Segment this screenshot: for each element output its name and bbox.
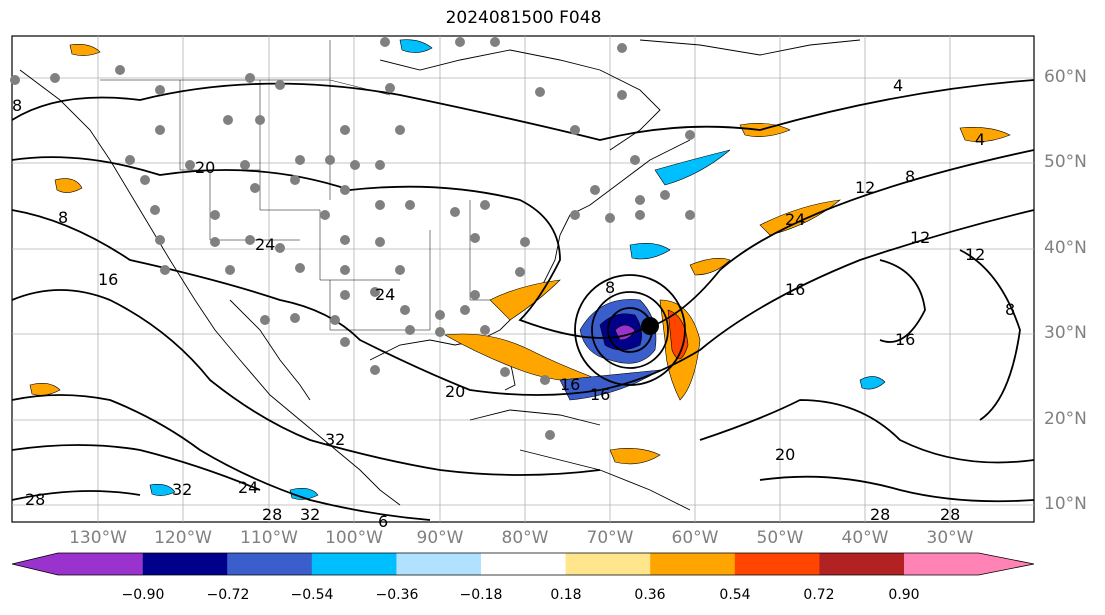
- colorbar-tick: 0.90: [888, 587, 920, 603]
- lon-label-70w: 70°W: [586, 528, 634, 548]
- height-contours: [11, 79, 1035, 521]
- contour-label: 28: [262, 505, 283, 524]
- coastlines: [19, 39, 861, 511]
- lon-label-100w: 100°W: [325, 528, 383, 548]
- contour-label: 6: [378, 512, 389, 531]
- contour-label: 12: [965, 245, 986, 264]
- contour-label: 28: [25, 490, 46, 509]
- lon-label-40w: 40°W: [841, 528, 889, 548]
- colorbar-segment: [734, 553, 820, 575]
- contour-label: 16: [98, 270, 119, 289]
- lat-label-40n: 40°N: [1044, 238, 1087, 258]
- colorbar-tick: −0.54: [290, 587, 334, 603]
- colorbar-segment: [819, 553, 905, 575]
- contour-label: 20: [775, 445, 796, 464]
- contour-label: 32: [325, 430, 346, 449]
- colorbar-segment: [142, 553, 228, 575]
- colorbar-segment: [227, 553, 313, 575]
- colorbar-segment: [565, 553, 651, 575]
- colorbar-tick: −0.72: [206, 587, 250, 603]
- contour-label: 24: [238, 478, 259, 497]
- lon-label-120w: 120°W: [154, 528, 212, 548]
- colorbar-segment: [311, 553, 397, 575]
- contour-label: 8: [58, 208, 69, 227]
- contour-label: 16: [560, 375, 581, 394]
- colorbar-outline: [11, 552, 1035, 576]
- contour-label: 12: [855, 178, 876, 197]
- colorbar: [11, 552, 1035, 576]
- contour-label: 16: [895, 330, 916, 349]
- contour-label: 4: [893, 76, 904, 95]
- contour-label: 32: [172, 480, 193, 499]
- map-frame: [11, 35, 1035, 523]
- contour-label: 8: [905, 167, 916, 186]
- colorbar-tick: −0.36: [375, 587, 419, 603]
- colorbar-tick: −0.18: [459, 587, 503, 603]
- colorbar-segment: [396, 553, 482, 575]
- map-title: 2024081500 F048: [445, 8, 602, 28]
- graticule: [12, 36, 1034, 522]
- colorbar-extend-min: [12, 553, 143, 575]
- lat-label-20n: 20°N: [1044, 409, 1087, 429]
- lat-label-60n: 60°N: [1044, 67, 1087, 87]
- lon-label-80w: 80°W: [501, 528, 549, 548]
- contour-label: 16: [785, 280, 806, 299]
- lon-label-90w: 90°W: [416, 528, 464, 548]
- contour-label: 4: [975, 130, 986, 149]
- colorbar-tick: 0.54: [719, 587, 751, 603]
- colorbar-tick: 0.36: [634, 587, 666, 603]
- lat-label-10n: 10°N: [1044, 494, 1087, 514]
- contour-label: 16: [590, 385, 611, 404]
- contour-label: 32: [300, 505, 321, 524]
- storm-center-marker: [641, 317, 659, 335]
- colorbar-tick: 0.18: [550, 587, 582, 603]
- contour-label: 8: [12, 96, 23, 115]
- lon-label-60w: 60°W: [671, 528, 719, 548]
- contour-label: 28: [940, 505, 961, 524]
- lat-label-50n: 50°N: [1044, 152, 1087, 172]
- contour-label: 20: [195, 158, 216, 177]
- colorbar-tick: 0.72: [803, 587, 835, 603]
- station-dots: [10, 37, 695, 440]
- contour-label: 8: [605, 278, 616, 297]
- lon-label-130w: 130°W: [69, 528, 127, 548]
- lon-label-110w: 110°W: [240, 528, 298, 548]
- colorbar-tick: −0.90: [121, 587, 165, 603]
- contour-label: 24: [785, 210, 806, 229]
- colorbar-segment: [650, 553, 736, 575]
- colorbar-extend-max: [904, 553, 1034, 575]
- lon-label-50w: 50°W: [756, 528, 804, 548]
- contour-label: 8: [1005, 300, 1016, 319]
- lon-label-30w: 30°W: [926, 528, 974, 548]
- contour-label: 24: [255, 235, 276, 254]
- colorbar-segment: [481, 553, 567, 575]
- contour-label: 12: [910, 228, 931, 247]
- contour-label: 20: [445, 382, 466, 401]
- contour-label: 28: [870, 505, 891, 524]
- contour-label: 24: [375, 285, 396, 304]
- lat-label-30n: 30°N: [1044, 323, 1087, 343]
